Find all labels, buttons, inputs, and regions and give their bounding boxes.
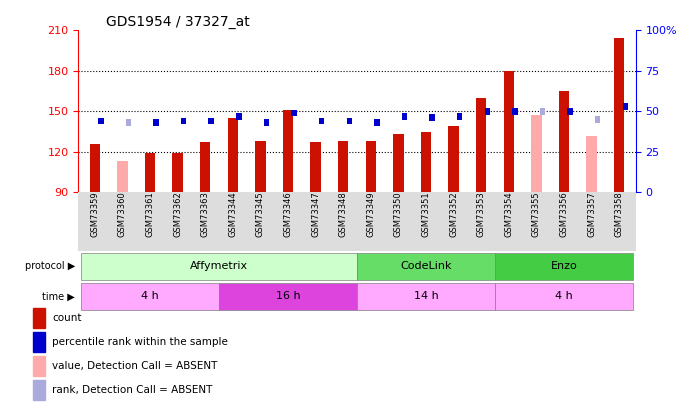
Bar (310, 143, 321, 192)
Bar (559, 91, 569, 192)
Bar (126, 119, 131, 126)
Text: 4 h: 4 h (555, 291, 573, 301)
FancyBboxPatch shape (81, 283, 219, 310)
Bar (448, 126, 459, 192)
Text: count: count (52, 313, 82, 323)
Bar (457, 113, 462, 119)
Bar (623, 103, 628, 110)
Bar (338, 141, 348, 192)
Bar (614, 38, 624, 192)
Bar (347, 118, 352, 124)
Bar (402, 113, 407, 119)
Bar (291, 110, 297, 116)
Bar (264, 119, 269, 126)
Bar (200, 143, 210, 192)
Bar (374, 119, 379, 126)
Bar (429, 115, 435, 121)
Text: rank, Detection Call = ABSENT: rank, Detection Call = ABSENT (52, 385, 212, 395)
Bar (33, 356, 46, 376)
Text: GDS1954 / 37327_at: GDS1954 / 37327_at (106, 15, 250, 29)
Bar (567, 108, 573, 115)
FancyBboxPatch shape (357, 253, 495, 280)
FancyBboxPatch shape (495, 253, 633, 280)
Bar (33, 380, 46, 400)
Bar (181, 118, 186, 124)
Bar (586, 136, 597, 192)
Text: CodeLink: CodeLink (401, 261, 452, 271)
Text: percentile rank within the sample: percentile rank within the sample (52, 337, 228, 347)
Bar (512, 108, 517, 115)
Bar (145, 153, 155, 192)
Bar (366, 141, 376, 192)
FancyBboxPatch shape (219, 283, 357, 310)
Bar (504, 71, 514, 192)
Text: Affymetrix: Affymetrix (190, 261, 248, 271)
Text: 4 h: 4 h (141, 291, 159, 301)
Bar (485, 108, 490, 115)
Bar (421, 132, 431, 192)
Bar (172, 153, 183, 192)
Bar (393, 134, 404, 192)
Bar (90, 144, 100, 192)
Bar (595, 116, 600, 123)
Bar (153, 119, 159, 126)
Bar (209, 118, 214, 124)
Bar (33, 308, 46, 328)
Bar (319, 118, 324, 124)
Text: value, Detection Call = ABSENT: value, Detection Call = ABSENT (52, 361, 218, 371)
Bar (531, 115, 542, 192)
Bar (228, 118, 238, 192)
FancyBboxPatch shape (495, 283, 633, 310)
Bar (98, 118, 103, 124)
FancyBboxPatch shape (81, 253, 357, 280)
Bar (255, 141, 266, 192)
Bar (540, 108, 545, 115)
Text: 16 h: 16 h (275, 291, 301, 301)
Bar (33, 333, 46, 352)
Bar (476, 98, 486, 192)
FancyBboxPatch shape (357, 283, 495, 310)
Text: time ▶: time ▶ (42, 292, 75, 302)
Bar (117, 161, 128, 192)
Text: protocol ▶: protocol ▶ (24, 261, 75, 271)
Bar (283, 110, 293, 192)
Text: Enzo: Enzo (551, 261, 577, 271)
Bar (236, 113, 241, 119)
Text: 14 h: 14 h (413, 291, 439, 301)
